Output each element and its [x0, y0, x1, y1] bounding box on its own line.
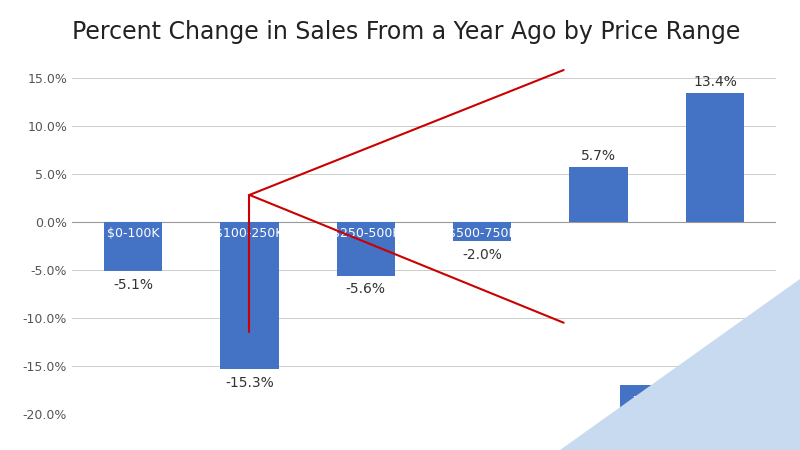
Text: $100-250K: $100-250K [215, 227, 284, 240]
Text: $750K-1M: $750K-1M [567, 227, 630, 240]
Text: R: R [632, 396, 646, 414]
Bar [453, 222, 511, 241]
Text: -5.6%: -5.6% [346, 282, 386, 297]
Text: -2.0%: -2.0% [462, 248, 502, 262]
Text: $1M+: $1M+ [696, 227, 734, 240]
Bar [686, 93, 744, 222]
Text: 13.4%: 13.4% [693, 75, 737, 89]
Bar [570, 167, 628, 222]
Bar [337, 222, 395, 276]
Text: $0-100K: $0-100K [107, 227, 159, 240]
Text: Percent Change in Sales From a Year Ago by Price Range: Percent Change in Sales From a Year Ago … [72, 20, 740, 44]
Text: 5.7%: 5.7% [581, 149, 616, 163]
Text: $250-500K: $250-500K [331, 227, 400, 240]
Bar [220, 222, 278, 369]
Text: $500-750K: $500-750K [448, 227, 517, 240]
Text: -5.1%: -5.1% [113, 278, 153, 292]
Text: -15.3%: -15.3% [225, 376, 274, 390]
Text: NATIONAL
ASSOCIATION OF
REALTORS®: NATIONAL ASSOCIATION OF REALTORS® [669, 375, 733, 407]
Bar [104, 222, 162, 271]
